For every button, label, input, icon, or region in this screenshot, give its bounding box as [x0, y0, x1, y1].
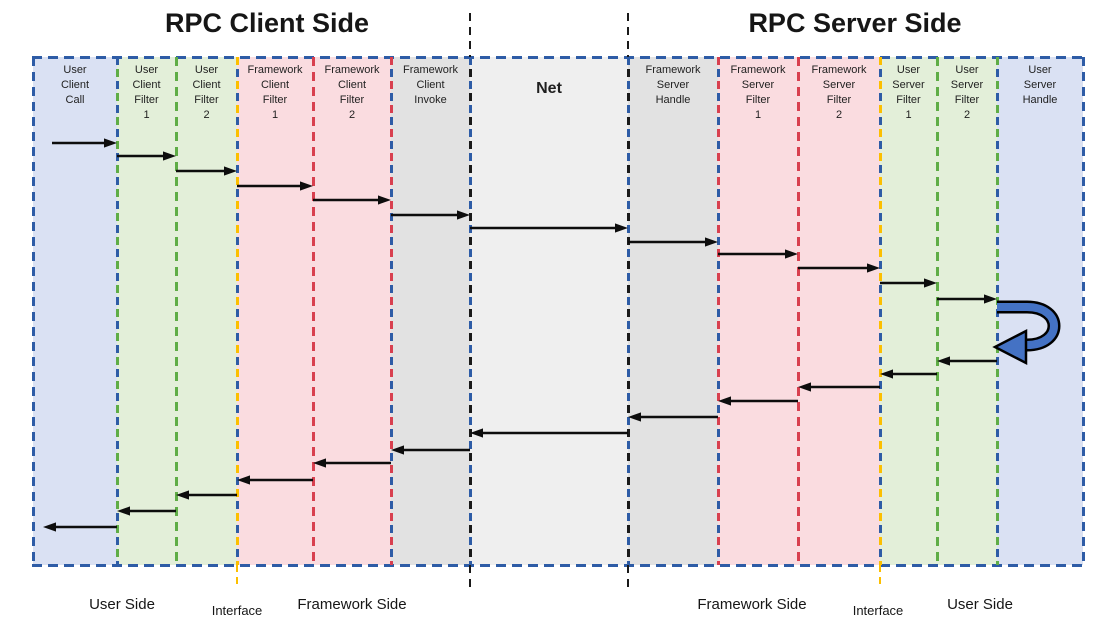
boundary-line [996, 57, 999, 565]
frame-bottom-border [32, 564, 1084, 567]
lane-user-client-filter-2: User Client Filter 2 [176, 57, 237, 565]
boundary-line [1082, 57, 1085, 565]
lane-user-server-filter-2: User Server Filter 2 [937, 57, 997, 565]
net-divider-line [627, 13, 629, 57]
net-divider-line [469, 13, 471, 57]
boundary-line [312, 57, 315, 565]
net-divider-line [469, 565, 471, 591]
footer-label-user-side-left: User Side [89, 596, 155, 613]
boundary-line [469, 57, 472, 565]
lane-label-framework-client-invoke: Framework Client Invoke [402, 64, 458, 106]
lane-framework-client-filter-2: Framework Client Filter 2 [313, 57, 391, 565]
lane-label-framework-server-filter-2: Framework Server Filter 2 [811, 64, 867, 121]
lane-label-user-server-filter-1: User Server Filter 1 [892, 64, 925, 121]
lane-framework-client-filter-1: Framework Client Filter 1 [237, 57, 313, 565]
lane-label-framework-client-filter-2: Framework Client Filter 2 [324, 64, 380, 121]
footer-label-framework-side-left: Framework Side [297, 596, 407, 613]
lane-label-user-server-handle: User Server Handle [1022, 64, 1058, 106]
lane-label-user-server-filter-2: User Server Filter 2 [950, 64, 984, 121]
boundary-line [390, 57, 393, 565]
footer-label-framework-side-right: Framework Side [697, 596, 807, 613]
lane-label-user-client-call: User Client Call [60, 64, 90, 106]
lane-label-framework-client-filter-1: Framework Client Filter 1 [247, 64, 303, 121]
lane-user-client-call: User Client Call [33, 57, 117, 565]
server-side-title: RPC Server Side [748, 8, 962, 38]
boundary-line [797, 57, 800, 565]
lane-label-framework-server-filter-1: Framework Server Filter 1 [730, 64, 786, 121]
interface-line [236, 565, 238, 586]
footer-label-interface-right: Interface [852, 603, 904, 618]
lane-label-user-client-filter-2: User Client Filter 2 [192, 64, 221, 121]
lane-label-framework-server-handle: Framework Server Handle [645, 64, 701, 106]
footer-label-interface-left: Interface [211, 603, 263, 618]
lane-framework-server-filter-1: Framework Server Filter 1 [718, 57, 798, 565]
lane-user-client-filter-1: User Client Filter 1 [117, 57, 176, 565]
footer-label-user-side-right: User Side [947, 596, 1013, 613]
boundary-line [116, 57, 119, 565]
lane-net: Net [470, 57, 628, 565]
client-side-title: RPC Client Side [164, 8, 370, 38]
boundary-line [627, 57, 630, 565]
boundary-line [879, 57, 882, 565]
lane-framework-server-filter-2: Framework Server Filter 2 [798, 57, 880, 565]
boundary-line [175, 57, 178, 565]
net-divider-line [627, 565, 629, 591]
lane-framework-server-handle: Framework Server Handle [628, 57, 718, 565]
boundary-line [936, 57, 939, 565]
boundary-line [32, 57, 35, 565]
lane-framework-client-invoke: Framework Client Invoke [391, 57, 470, 565]
lane-label-net: Net [536, 80, 562, 97]
lane-user-server-handle: User Server Handle [997, 57, 1083, 565]
lane-label-user-client-filter-1: User Client Filter 1 [132, 64, 161, 121]
interface-line [879, 565, 881, 586]
boundary-line [236, 57, 239, 565]
boundary-line [717, 57, 720, 565]
lane-user-server-filter-1: User Server Filter 1 [880, 57, 937, 565]
frame-top-border [32, 56, 1084, 59]
